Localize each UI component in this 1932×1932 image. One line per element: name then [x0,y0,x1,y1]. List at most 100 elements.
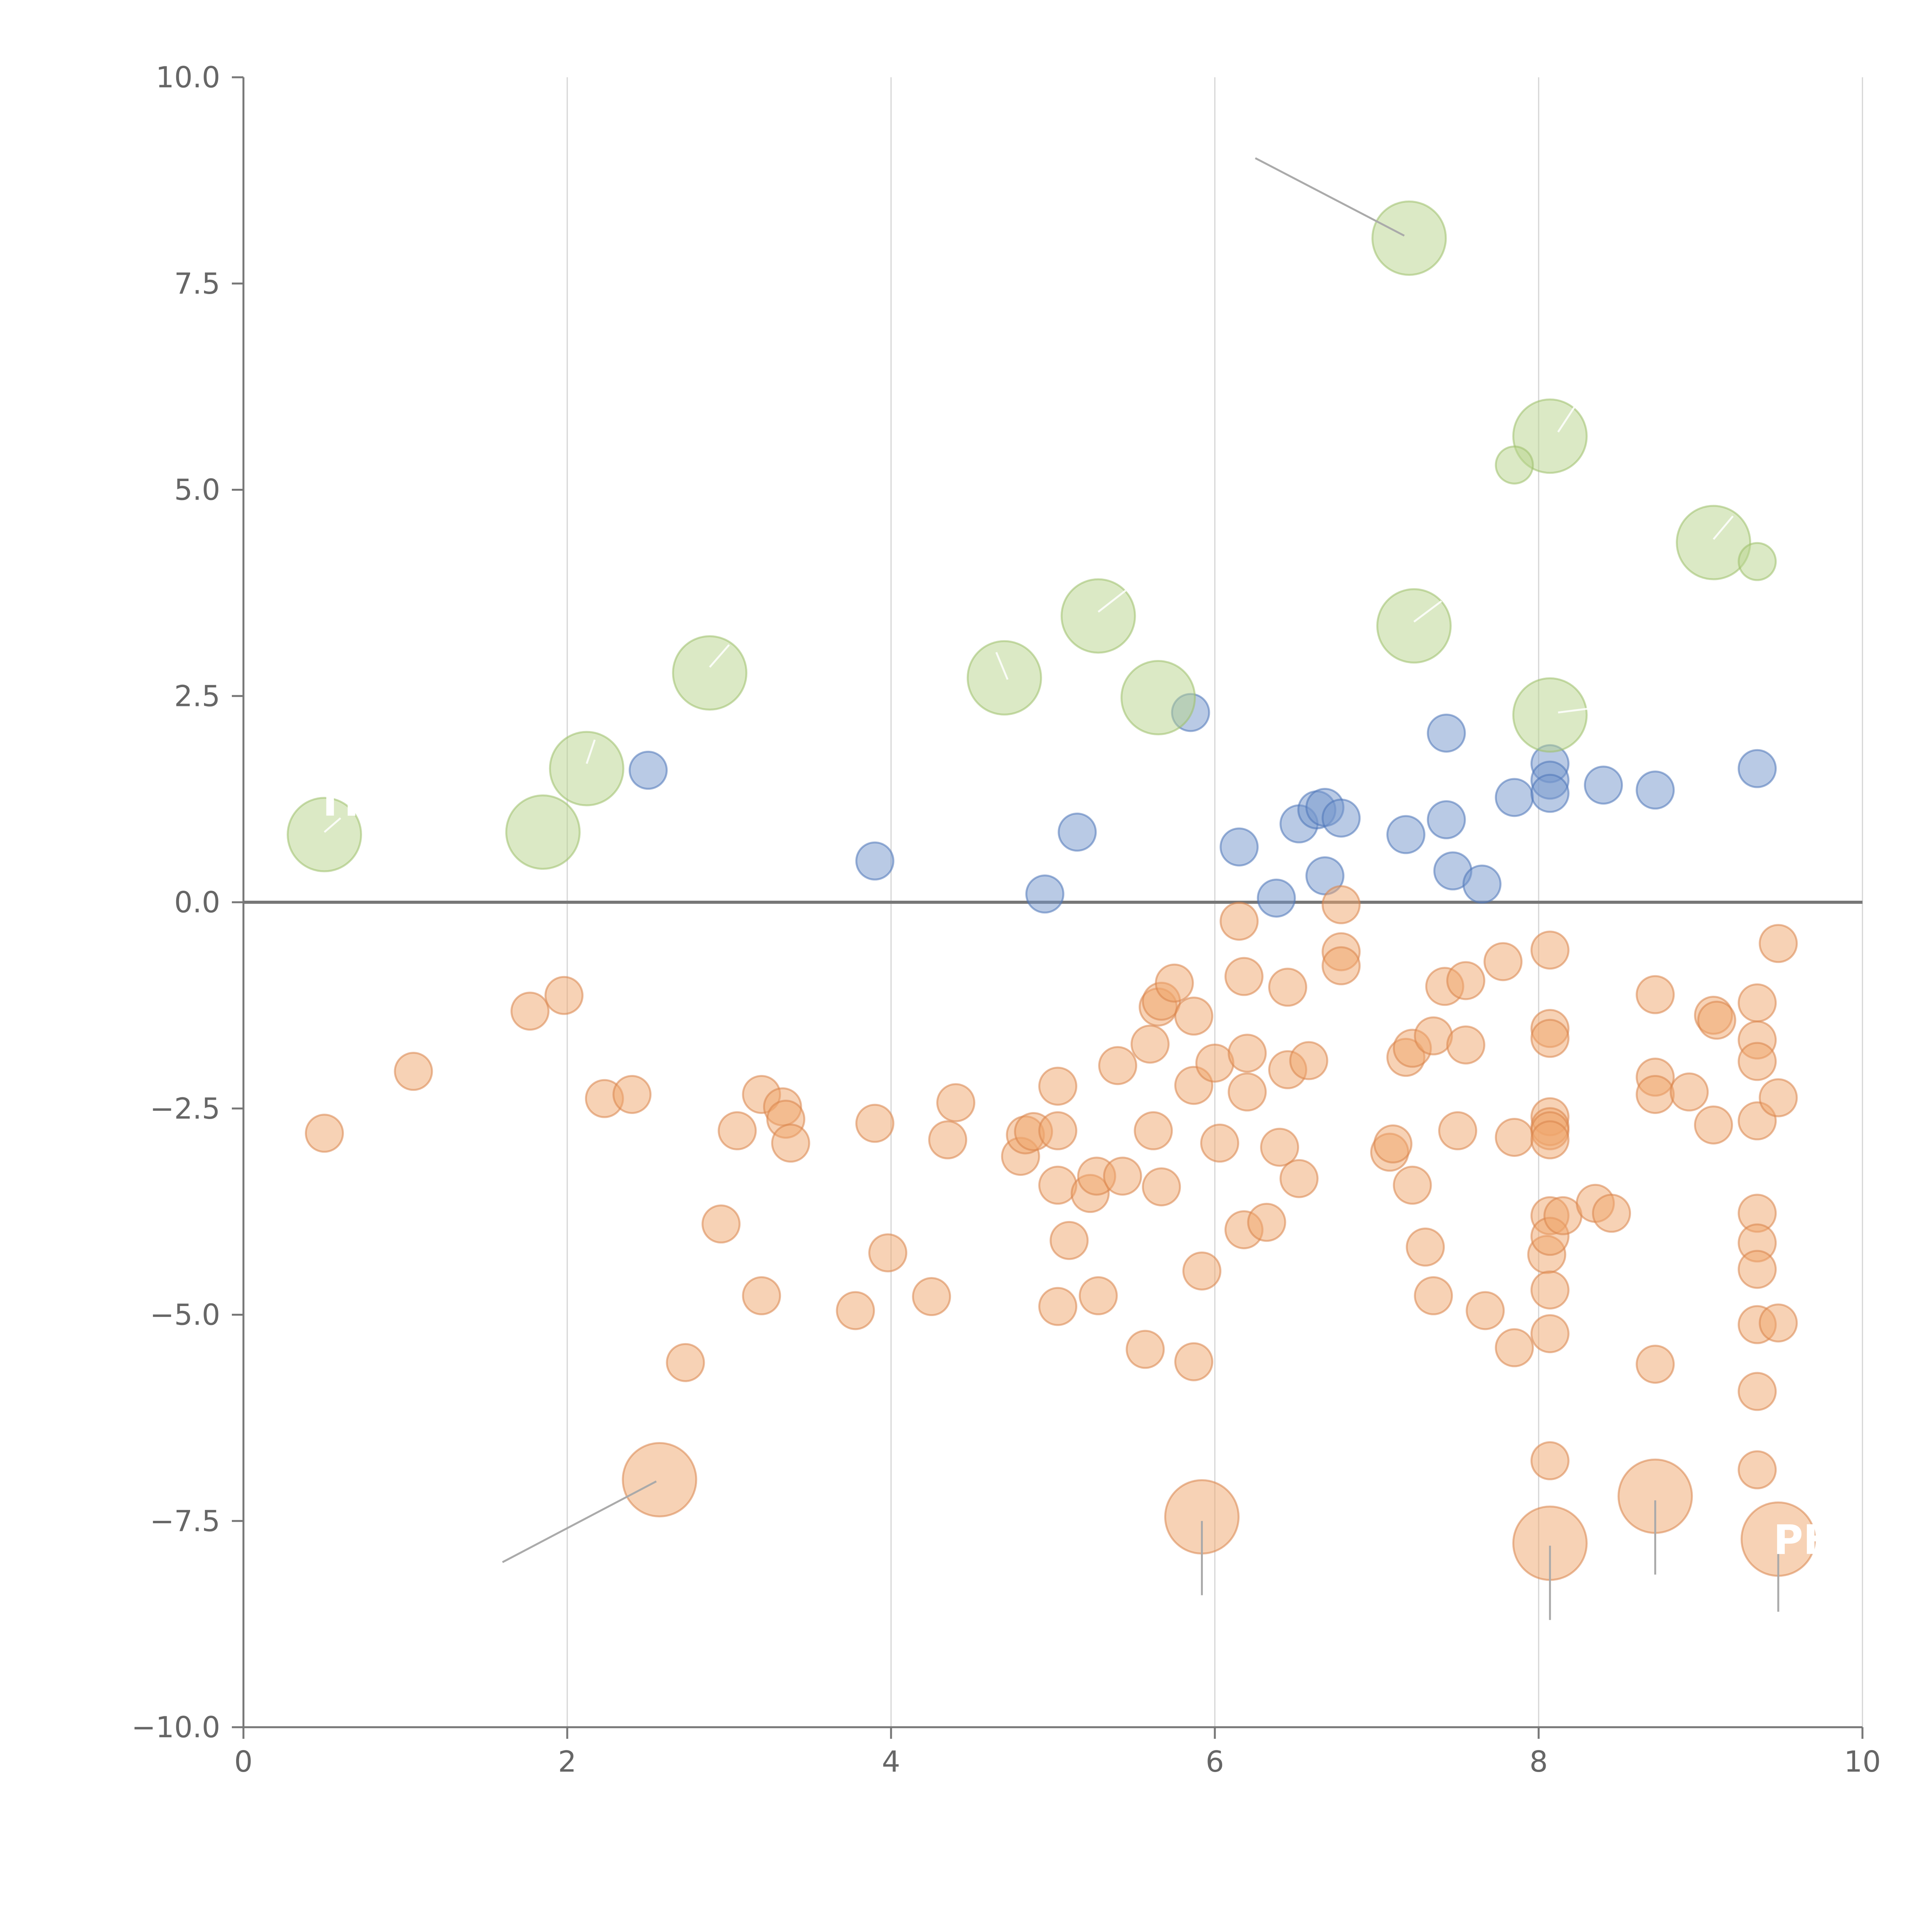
negative-small-point [666,1343,705,1382]
negative-small-point [1636,975,1675,1014]
positive-small-point [1495,778,1534,817]
negative-small-point [1038,1287,1078,1326]
negative-small-point [394,1052,433,1091]
positive-large-point [1376,588,1452,664]
negative-small-point [1049,1221,1089,1260]
negative-small-point [1636,1075,1675,1114]
negative-small-point [1406,1227,1445,1267]
negative-small-point [1483,942,1523,981]
negative-small-point [1530,930,1570,970]
negative-small-point [1697,1000,1736,1040]
negative-small-point [1670,1072,1709,1112]
positive-small-point [1462,864,1502,904]
positive-small-point [1058,813,1097,852]
negative-small-point [1195,1043,1235,1083]
annotation-leaders [323,157,1779,1620]
negative-small-point [1636,1345,1675,1384]
x-tick-label: 4 [882,1745,900,1779]
negative-small-point [1174,1342,1214,1381]
negative-small-point [1373,1124,1413,1164]
negative-small-point [1321,885,1361,924]
x-tick-label: 0 [234,1745,253,1779]
negative-small-point [1038,1111,1078,1150]
negative-small-point [1738,1042,1777,1081]
negative-small-point [1228,1072,1267,1112]
negative-small-point [868,1233,908,1272]
positive-large-point [549,731,624,806]
negative-small-point [1224,957,1264,996]
positive-large-point [1512,677,1588,753]
negative-small-point [1530,1019,1570,1058]
y-tick-label: −5.0 [150,1298,220,1332]
x-tick-label: 8 [1529,1745,1548,1779]
positive-large-small-point [1495,445,1534,485]
positive-large-small-point [1738,542,1777,581]
positive-small-point [855,841,895,881]
negative-small-point [1228,1034,1267,1073]
positive-small-point [1738,749,1777,788]
positive-small-point [1386,815,1425,854]
negative-small-point [1495,1328,1534,1367]
leader-g-528 [1097,589,1127,613]
negative-small-point [305,1114,344,1153]
negative-small-point [1530,1120,1570,1160]
y-tick-label: 5.0 [174,473,220,507]
y-tick-label: −2.5 [150,1092,220,1126]
leader-g-288 [709,644,730,668]
positive-large-point [287,797,362,872]
positive-small-point [1321,798,1361,838]
negative-small-point [1279,1159,1319,1198]
negative-small-point [1446,961,1485,1000]
leader-g-47 [995,652,1009,680]
positive-large-point [966,640,1042,716]
negative-small-point [1130,1024,1170,1064]
positive-small-point [1636,770,1675,810]
positive-large-point [505,794,581,870]
positive-small-point [1530,774,1570,813]
negative-small-point [718,1111,757,1150]
negative-small-point [836,1291,875,1330]
negative-small-point [1038,1165,1078,1205]
negative-small-point [855,1104,895,1143]
negative-small-point [1738,1372,1777,1411]
negative-small-point [544,976,584,1015]
positive-small-point [1025,874,1065,914]
negative-small-point [1414,1016,1453,1056]
positive-small-point [1257,878,1296,918]
y-tick-label: −7.5 [150,1504,220,1538]
point-label: TR [316,778,375,825]
negative-small-point [701,1204,741,1244]
x-tick-label: 6 [1206,1745,1224,1779]
y-tick-label: 0.0 [174,885,220,919]
y-tick-label: −10.0 [131,1710,220,1744]
negative-small-point [1321,946,1361,985]
negative-small-point [771,1123,810,1163]
negative-small-point [1759,924,1798,963]
negative-small-point [1446,1025,1485,1065]
negative-small-point [1142,1167,1181,1207]
negative-small-point [928,1120,968,1160]
negative-small-point [1289,1041,1328,1080]
positive-small-point [1427,713,1466,753]
x-tick-label: 10 [1844,1745,1881,1779]
point-labels: TR PH [316,778,1837,1564]
positive-large-point [672,635,748,711]
negative-small-point [1495,1117,1534,1157]
positive-large-point [1120,660,1196,736]
negative-small-point [912,1277,951,1316]
y-tick-label: 2.5 [174,679,220,713]
x-tick-label: 2 [558,1745,577,1779]
negative-small-point [742,1276,781,1315]
negative-small-point [1530,1314,1570,1354]
leader-g-05 [323,817,342,833]
negative-small-point [1738,1250,1777,1289]
negative-small-point [1260,1128,1299,1167]
negative-small-point [1038,1066,1078,1106]
negative-small-point [1530,1270,1570,1310]
leader-g-807b [1558,707,1591,714]
negative-small-point [1414,1276,1453,1315]
negative-small-point [1155,963,1194,1003]
negative-small-point [1592,1194,1631,1233]
negative-small-point [1738,983,1777,1022]
